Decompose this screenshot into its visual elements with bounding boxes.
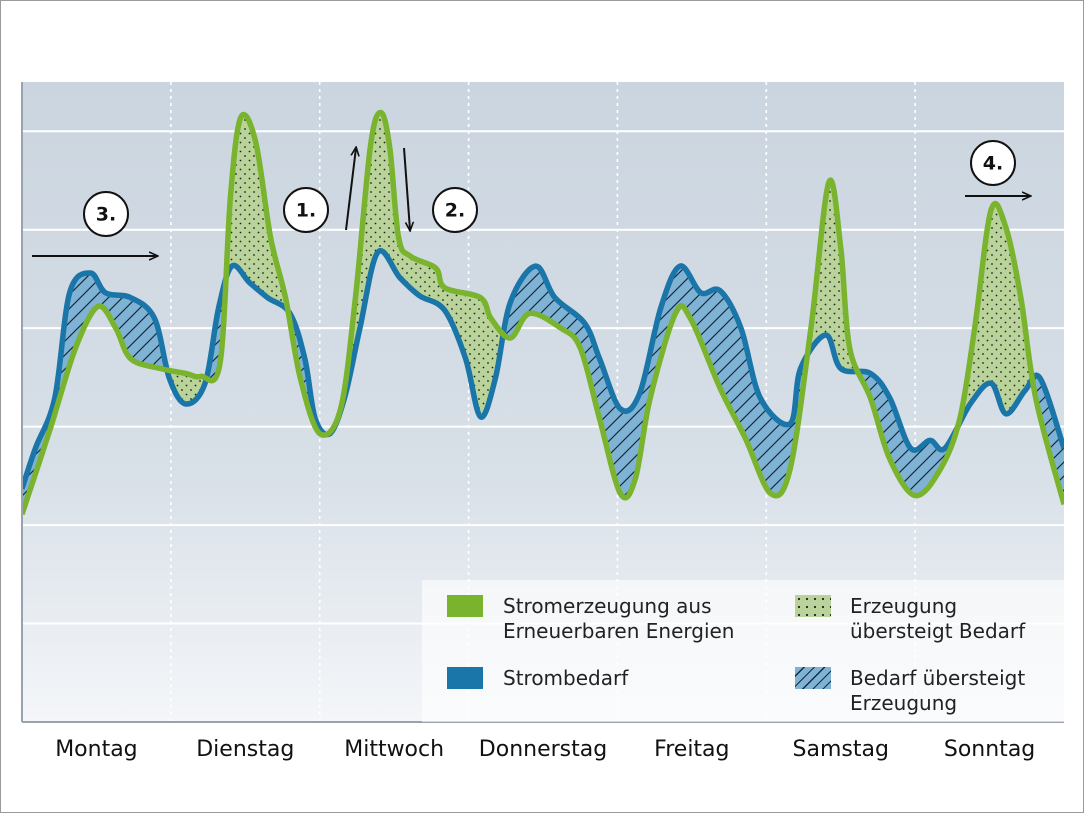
x-tick-label: Dienstag <box>196 737 294 762</box>
annotation-circle <box>970 140 1016 186</box>
x-tick-label: Samstag <box>793 737 889 762</box>
arrow <box>345 148 356 231</box>
legend-swatch <box>795 667 831 689</box>
legend-swatch <box>795 595 831 617</box>
legend-label: Strombedarf <box>503 666 629 690</box>
x-tick-label: Montag <box>55 737 137 762</box>
x-tick-label: Mittwoch <box>344 737 444 762</box>
annotation-circle <box>432 187 478 233</box>
arrows <box>32 148 1030 256</box>
legend-swatch <box>447 595 483 617</box>
legend-label: Bedarf übersteigt Erzeugung <box>850 666 1026 715</box>
annotation-circle <box>283 187 329 233</box>
legend-swatch <box>447 667 483 689</box>
arrow <box>403 147 410 230</box>
series-line <box>22 247 1064 490</box>
legend-label: Erzeugung übersteigt Bedarf <box>850 594 1026 643</box>
series-line <box>22 109 1064 516</box>
x-tick-label: Sonntag <box>944 737 1035 762</box>
annotation: 2. <box>445 200 465 222</box>
annotation: 1. <box>296 200 316 222</box>
x-tick-label: Donnerstag <box>479 737 607 762</box>
annotation-circle <box>83 191 129 237</box>
legend-label: Stromerzeugung aus Erneuerbaren Energien <box>503 594 735 643</box>
annotation: 3. <box>96 204 116 226</box>
legend: Stromerzeugung aus Erneuerbaren Energien… <box>422 580 1064 722</box>
annotation: 4. <box>983 153 1003 175</box>
x-tick-label: Freitag <box>654 737 729 762</box>
